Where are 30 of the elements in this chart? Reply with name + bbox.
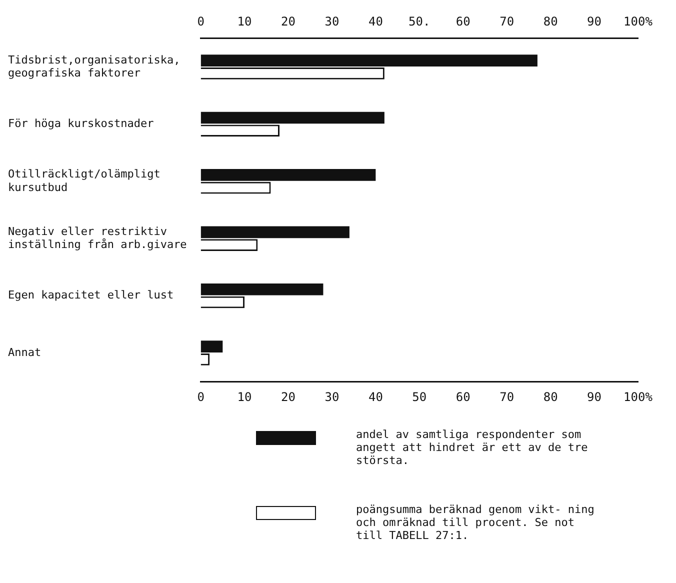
x2-tick-label: 60 [456,14,470,28]
x2-tick-label: 30 [324,14,340,28]
y-tick-label: För höga kurskostnader [8,117,154,130]
x2-tick-label: 90 [587,14,602,28]
x2-tick-label: 10 [237,14,252,28]
x-tick-label: 50 [412,390,427,404]
y-tick-label: Annat [8,346,42,359]
x-tick-label: 70 [500,390,514,404]
text: poängsumma beräknad genom vikt- ning och omräknad till procent. Se not till TABELL 27:1. [356,503,596,542]
text: andel av samtliga respondenter som angett att hindret är ett av de tre största. [356,428,589,467]
y-tick-label: Negativ eller restriktiv inställning från arb.givare [8,224,187,252]
y-tick-label: Otillräckligt/olämpligt kursutbud [8,168,160,194]
x2-tick-label: 100% [624,14,654,28]
y-tick-label: Egen kapacitet eller lust [8,288,174,302]
x2-tick-label: 0 [197,14,204,28]
x2-tick-label: 50. [408,14,430,28]
x-tick-label: 20 [281,390,296,404]
x-tick-label: 0 [197,390,204,404]
x-tick-label: 10 [237,390,252,404]
x-tick-label: 80 [543,390,558,404]
x-tick-label: 90 [587,390,602,404]
x2-tick-label: 80 [543,14,558,28]
x-tick-label: 60 [456,390,470,404]
x-tick-label: 100% [624,390,654,404]
x-tick-label: 30 [324,390,340,404]
x2-tick-label: 70 [500,14,514,28]
y-tick-label: Tidsbrist,organisatoriska, geografiska faktorer [8,53,180,80]
x2-tick-label: 40 [368,14,383,28]
x-tick-label: 40 [368,390,383,404]
x2-tick-label: 20 [281,14,296,28]
